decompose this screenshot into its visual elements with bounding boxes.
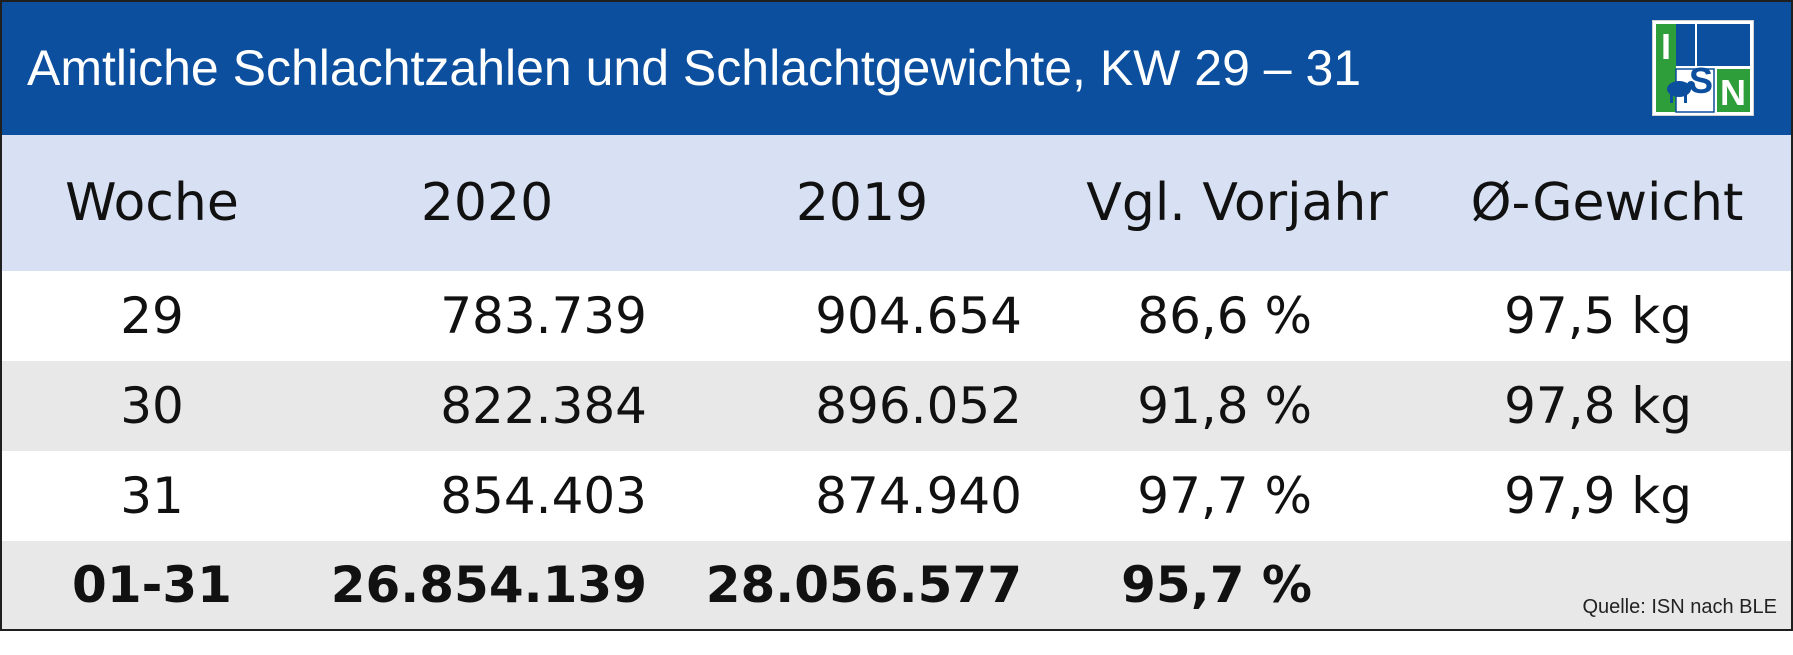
cell-woche: 29 bbox=[120, 287, 184, 345]
table-row: 29 783.739 904.654 86,6 % 97,5 kg bbox=[2, 271, 1791, 361]
table-row: 31 854.403 874.940 97,7 % 97,9 kg bbox=[2, 451, 1791, 541]
cell-2020: 783.739 bbox=[440, 287, 647, 345]
page-title: Amtliche Schlachtzahlen und Schlachtgewi… bbox=[27, 40, 1362, 96]
logo-letter-i: I bbox=[1661, 26, 1671, 67]
cell-woche: 31 bbox=[120, 467, 184, 525]
column-header-vgl-vorjahr: Vgl. Vorjahr bbox=[1086, 173, 1388, 233]
total-woche: 01-31 bbox=[72, 556, 232, 614]
column-header-woche: Woche bbox=[65, 173, 239, 233]
isn-logo: I S N bbox=[1652, 20, 1754, 116]
cell-2020: 854.403 bbox=[440, 467, 647, 525]
cell-2020: 822.384 bbox=[440, 377, 647, 435]
cell-gewicht: 97,5 kg bbox=[1504, 287, 1692, 345]
column-header-gewicht: Ø-Gewicht bbox=[1470, 173, 1744, 233]
logo-letter-s: S bbox=[1689, 60, 1713, 101]
data-table: Woche 2020 2019 Vgl. Vorjahr Ø-Gewicht 2… bbox=[2, 135, 1791, 629]
total-2019: 28.056.577 bbox=[705, 556, 1022, 614]
total-vgl-vorjahr: 95,7 % bbox=[1121, 556, 1312, 614]
cell-vgl-vorjahr: 97,7 % bbox=[1137, 467, 1312, 525]
table-row: 30 822.384 896.052 91,8 % 97,8 kg bbox=[2, 361, 1791, 451]
cell-2019: 874.940 bbox=[815, 467, 1022, 525]
table-total-row: 01-31 26.854.139 28.056.577 95,7 % Quell… bbox=[2, 541, 1791, 629]
cell-gewicht: 97,9 kg bbox=[1504, 467, 1692, 525]
cell-2019: 896.052 bbox=[815, 377, 1022, 435]
header-bar: Amtliche Schlachtzahlen und Schlachtgewi… bbox=[2, 2, 1791, 135]
infographic-card: Amtliche Schlachtzahlen und Schlachtgewi… bbox=[0, 0, 1793, 631]
total-2020: 26.854.139 bbox=[330, 556, 647, 614]
column-header-2020: 2020 bbox=[420, 173, 554, 233]
column-header-2019: 2019 bbox=[795, 173, 929, 233]
cell-woche: 30 bbox=[120, 377, 184, 435]
cell-vgl-vorjahr: 91,8 % bbox=[1137, 377, 1312, 435]
cell-gewicht: 97,8 kg bbox=[1504, 377, 1692, 435]
logo-letter-n: N bbox=[1720, 72, 1746, 113]
source-note: Quelle: ISN nach BLE bbox=[1582, 596, 1777, 618]
cell-vgl-vorjahr: 86,6 % bbox=[1137, 287, 1312, 345]
cell-2019: 904.654 bbox=[815, 287, 1022, 345]
pig-icon bbox=[1667, 81, 1695, 103]
table-header-row: Woche 2020 2019 Vgl. Vorjahr Ø-Gewicht bbox=[2, 135, 1791, 271]
isn-logo-graphic: I S N bbox=[1653, 21, 1753, 115]
